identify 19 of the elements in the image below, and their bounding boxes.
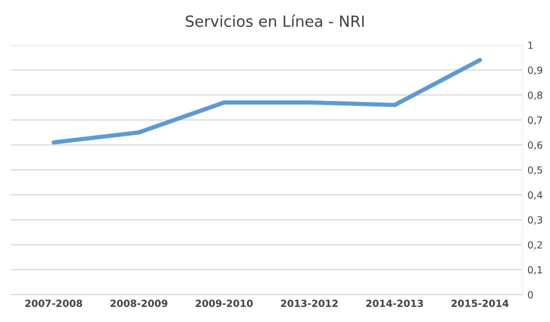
x-tick-label: 2015-2014 [452,300,509,308]
y-tick-label: 0 [528,291,533,298]
chart-title: Servicios en Línea - NRI [186,14,364,27]
y-tick-label: 0,6 [528,141,542,150]
line-series [52,58,482,144]
y-tick-label: 0,3 [528,216,542,225]
y-tick-label: 0,7 [528,116,542,125]
y-tick-label: 0,8 [528,91,542,100]
y-tick-label: 0,1 [528,266,542,274]
x-tick-label: 2008-2009 [110,300,168,308]
x-tick-label: 2014-2013 [366,300,423,308]
y-tick-label: 0,5 [528,166,542,175]
y-tick-label: 1 [528,42,533,49]
x-tick-label: 2007-2008 [25,300,82,308]
y-tick-label: 0,2 [528,241,542,250]
x-tick-label: 2013-2012 [281,300,338,308]
y-tick-label: 0,9 [528,66,542,75]
x-tick-label: 2009-2010 [196,300,253,308]
y-tick-label: 0,4 [528,191,542,200]
